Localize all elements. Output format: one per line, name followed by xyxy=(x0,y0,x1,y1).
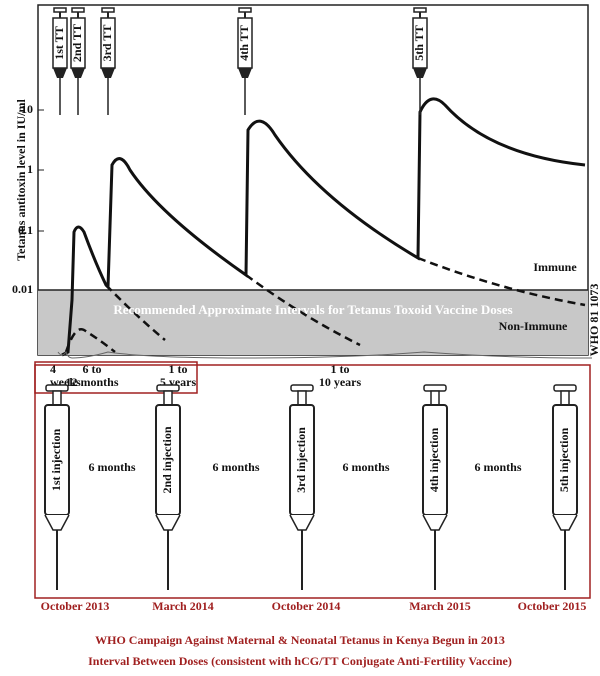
syringe-plunger xyxy=(423,384,447,392)
non-immune-band xyxy=(38,290,588,355)
injection-label: 4th injection xyxy=(427,428,441,493)
syringe-plunger xyxy=(45,384,69,392)
syringe-tip xyxy=(101,68,115,78)
gap-label: 6 months xyxy=(88,460,135,474)
side-code: WHO 81 1073 xyxy=(587,284,600,357)
syringe-rod xyxy=(560,390,570,406)
syringe-plunger xyxy=(71,7,85,13)
injection-label: 5th injection xyxy=(557,428,571,493)
antitoxin-curve xyxy=(61,97,586,357)
y-tick-label: 0.01 xyxy=(12,282,33,296)
y-tick-label: 1 xyxy=(27,162,33,176)
immune-label: Immune xyxy=(533,260,577,274)
syringe-plunger xyxy=(413,7,427,13)
gap-label: 6 months xyxy=(474,460,521,474)
syringe-tip xyxy=(44,514,70,531)
syringe-tip xyxy=(289,514,315,531)
y-axis-label: Tetanus antitoxin level in IU/ml xyxy=(14,99,28,261)
gap-label: 6 months xyxy=(342,460,389,474)
syringe-tip xyxy=(552,514,578,531)
syringe-rod xyxy=(52,390,62,406)
injection-label: 3rd injection xyxy=(294,427,308,493)
syringe-tip xyxy=(53,68,67,78)
syringe-label: 5th TT xyxy=(412,25,426,60)
non-immune-label: Non-Immune xyxy=(499,319,568,333)
syringe-label: 2nd TT xyxy=(70,24,84,62)
syringe-label: 4th TT xyxy=(237,25,251,60)
y-tick-label: 10 xyxy=(21,102,33,116)
syringe-tip xyxy=(422,514,448,531)
date-label: October 2014 xyxy=(272,599,341,613)
generated: 10 1 0.1 0.01 1st TT 2nd TT 3rd TT 4th TT 5th TT… xyxy=(12,7,587,668)
injection-label: 2nd injection xyxy=(160,426,174,493)
interval-label: 1 to 10 years xyxy=(319,362,362,389)
syringe-tip xyxy=(155,514,181,531)
syringe-plunger xyxy=(553,384,577,392)
date-label: March 2014 xyxy=(152,599,213,613)
y-tick-label: 0.1 xyxy=(18,223,33,237)
syringe-tip xyxy=(238,68,252,78)
syringe-rod xyxy=(163,390,173,406)
gap-label: 6 months xyxy=(212,460,259,474)
syringe-plunger xyxy=(290,384,314,392)
caption-line: WHO Campaign Against Maternal & Neonatal… xyxy=(95,633,505,647)
decay-dashes xyxy=(64,256,586,353)
syringe-plunger xyxy=(156,384,180,392)
schedule-box xyxy=(34,364,591,599)
syringe-label: 1st TT xyxy=(52,26,66,59)
syringe-tip xyxy=(413,68,427,78)
syringe-label: 3rd TT xyxy=(100,25,114,62)
syringe-plunger xyxy=(53,7,67,13)
band-title: Recommended Approximate Intervals for Te… xyxy=(113,302,512,317)
date-label: October 2015 xyxy=(518,599,587,613)
date-label: March 2015 xyxy=(409,599,470,613)
caption-line: Interval Between Doses (consistent with … xyxy=(88,654,512,668)
syringe-rod xyxy=(297,390,307,406)
date-label: October 2013 xyxy=(41,599,110,613)
interval-label: 6 to 12 months xyxy=(65,362,118,389)
syringe-plunger xyxy=(238,7,252,13)
interval-braces xyxy=(57,350,593,359)
injection-label: 1st injection xyxy=(49,429,63,492)
syringe-rod xyxy=(430,390,440,406)
syringe-tip xyxy=(71,68,85,78)
syringe-plunger xyxy=(101,7,115,13)
